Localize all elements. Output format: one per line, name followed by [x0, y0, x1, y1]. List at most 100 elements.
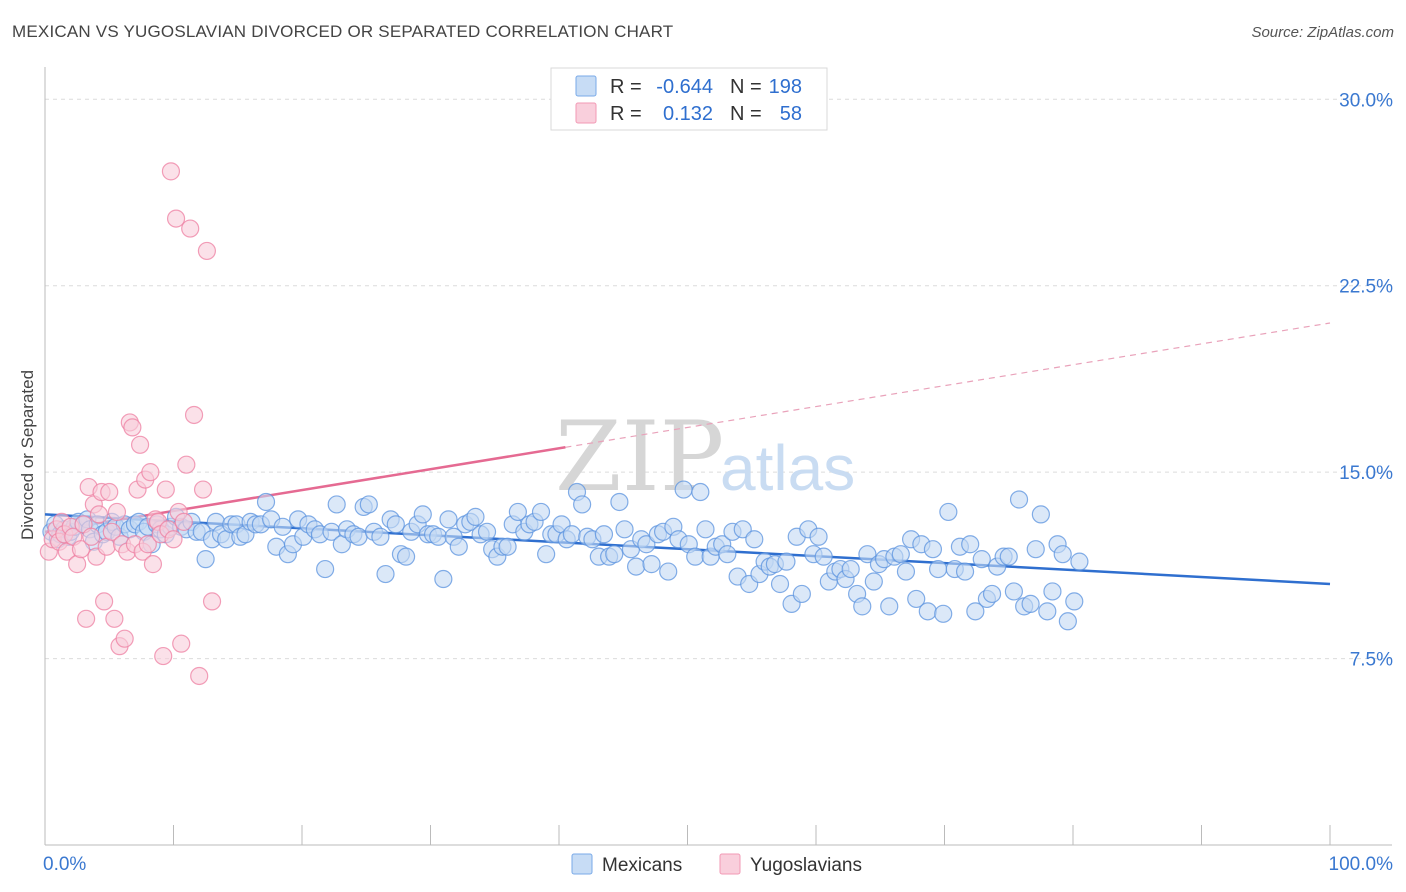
point-yugoslavians — [154, 646, 173, 666]
point-mexicans — [896, 562, 916, 581]
legend-r-label-yugoslavians: R = — [610, 103, 642, 125]
point-mexicans — [1026, 540, 1045, 559]
legend-swatch-mexicans — [575, 75, 597, 97]
point-mexicans — [449, 537, 468, 556]
point-yugoslavians — [77, 609, 96, 628]
point-yugoslavians — [174, 512, 193, 531]
point-mexicans — [1004, 582, 1023, 601]
point-yugoslavians — [156, 480, 175, 499]
bottom-legend: Mexicans Yugoslavians — [571, 853, 862, 876]
point-yugoslavians — [107, 502, 127, 522]
point-mexicans — [349, 527, 368, 546]
point-mexicans — [396, 547, 416, 566]
point-mexicans — [934, 604, 953, 623]
point-yugoslavians — [130, 435, 150, 454]
legend-n-value-yugoslavians: 58 — [780, 103, 802, 125]
point-mexicans — [562, 525, 581, 544]
point-yugoslavians — [166, 209, 186, 228]
watermark-atlas: atlas — [720, 432, 855, 504]
point-mexicans — [907, 589, 926, 609]
point-mexicans — [777, 552, 796, 571]
point-yugoslavians — [164, 530, 183, 549]
point-mexicans — [674, 480, 693, 499]
point-mexicans — [429, 527, 448, 546]
legend-r-value-mexicans: -0.644 — [656, 76, 713, 98]
legend-n-label-mexicans: N = — [730, 76, 762, 98]
point-mexicans — [1038, 602, 1057, 621]
point-mexicans — [966, 602, 985, 621]
point-mexicans — [537, 545, 556, 564]
point-mexicans — [891, 545, 910, 564]
y-axis-label: Divorced or Separated — [18, 370, 37, 540]
point-yugoslavians — [141, 463, 160, 482]
point-mexicans — [1043, 582, 1062, 601]
point-mexicans — [573, 495, 592, 514]
point-yugoslavians — [89, 505, 109, 524]
point-mexicans — [696, 520, 715, 539]
grid-lines — [45, 98, 1392, 660]
point-yugoslavians — [202, 592, 222, 611]
point-mexicans — [594, 525, 614, 544]
point-yugoslavians — [184, 405, 204, 425]
point-mexicans — [256, 492, 276, 512]
point-mexicans — [327, 495, 346, 514]
bottom-legend-swatch-yugoslavians — [719, 853, 741, 875]
legend-r-label-mexicans: R = — [610, 76, 642, 98]
point-yugoslavians — [82, 527, 101, 546]
point-yugoslavians — [95, 592, 114, 611]
point-mexicans — [610, 492, 629, 512]
bottom-legend-label-mexicans: Mexicans — [602, 855, 682, 876]
point-yugoslavians — [68, 555, 87, 574]
point-mexicans — [814, 547, 833, 566]
point-mexicans — [858, 545, 877, 564]
point-mexicans — [770, 574, 790, 594]
point-mexicans — [841, 559, 860, 579]
point-yugoslavians — [123, 418, 142, 437]
data-points — [39, 162, 1089, 686]
point-mexicans — [196, 550, 215, 569]
point-mexicans — [955, 562, 975, 581]
trend-extension-yugoslavians — [565, 322, 1331, 448]
point-yugoslavians — [100, 482, 119, 502]
point-yugoslavians — [115, 629, 134, 648]
legend-n-value-mexicans: 198 — [769, 76, 802, 98]
point-mexicans — [928, 559, 948, 579]
point-mexicans — [659, 562, 678, 581]
point-mexicans — [1070, 552, 1089, 571]
legend-box: R = -0.644 N = 198 R = 0.132 N = 58 — [550, 67, 828, 131]
point-yugoslavians — [193, 480, 213, 499]
legend-r-value-yugoslavians: 0.132 — [663, 103, 713, 125]
bottom-legend-swatch-mexicans — [571, 853, 593, 875]
bottom-legend-label-yugoslavians: Yugoslavians — [750, 855, 862, 876]
point-yugoslavians — [172, 634, 191, 653]
legend-frame — [550, 67, 828, 131]
point-mexicans — [434, 569, 453, 589]
point-mexicans — [605, 545, 624, 564]
point-yugoslavians — [177, 455, 196, 474]
point-mexicans — [923, 540, 943, 559]
point-mexicans — [809, 527, 828, 546]
point-mexicans — [880, 597, 899, 616]
point-mexicans — [972, 550, 991, 569]
point-yugoslavians — [197, 241, 217, 261]
point-mexicans — [439, 510, 458, 529]
x-tick-label: 100.0% — [1329, 854, 1394, 875]
legend-swatch-yugoslavians — [575, 102, 597, 124]
point-mexicans — [718, 545, 737, 564]
point-mexicans — [531, 502, 551, 522]
point-mexicans — [626, 557, 646, 576]
point-mexicans — [745, 530, 764, 549]
point-mexicans — [999, 547, 1018, 566]
point-mexicans — [1021, 594, 1040, 613]
point-mexicans — [386, 515, 405, 534]
point-mexicans — [466, 507, 485, 526]
point-mexicans — [939, 502, 958, 522]
point-mexicans — [982, 584, 1002, 604]
y-tick-label: 7.5% — [1350, 650, 1393, 671]
point-mexicans — [1065, 592, 1084, 611]
point-yugoslavians — [102, 522, 121, 541]
point-mexicans — [1009, 490, 1029, 509]
point-yugoslavians — [71, 540, 91, 559]
point-mexicans — [273, 517, 292, 536]
